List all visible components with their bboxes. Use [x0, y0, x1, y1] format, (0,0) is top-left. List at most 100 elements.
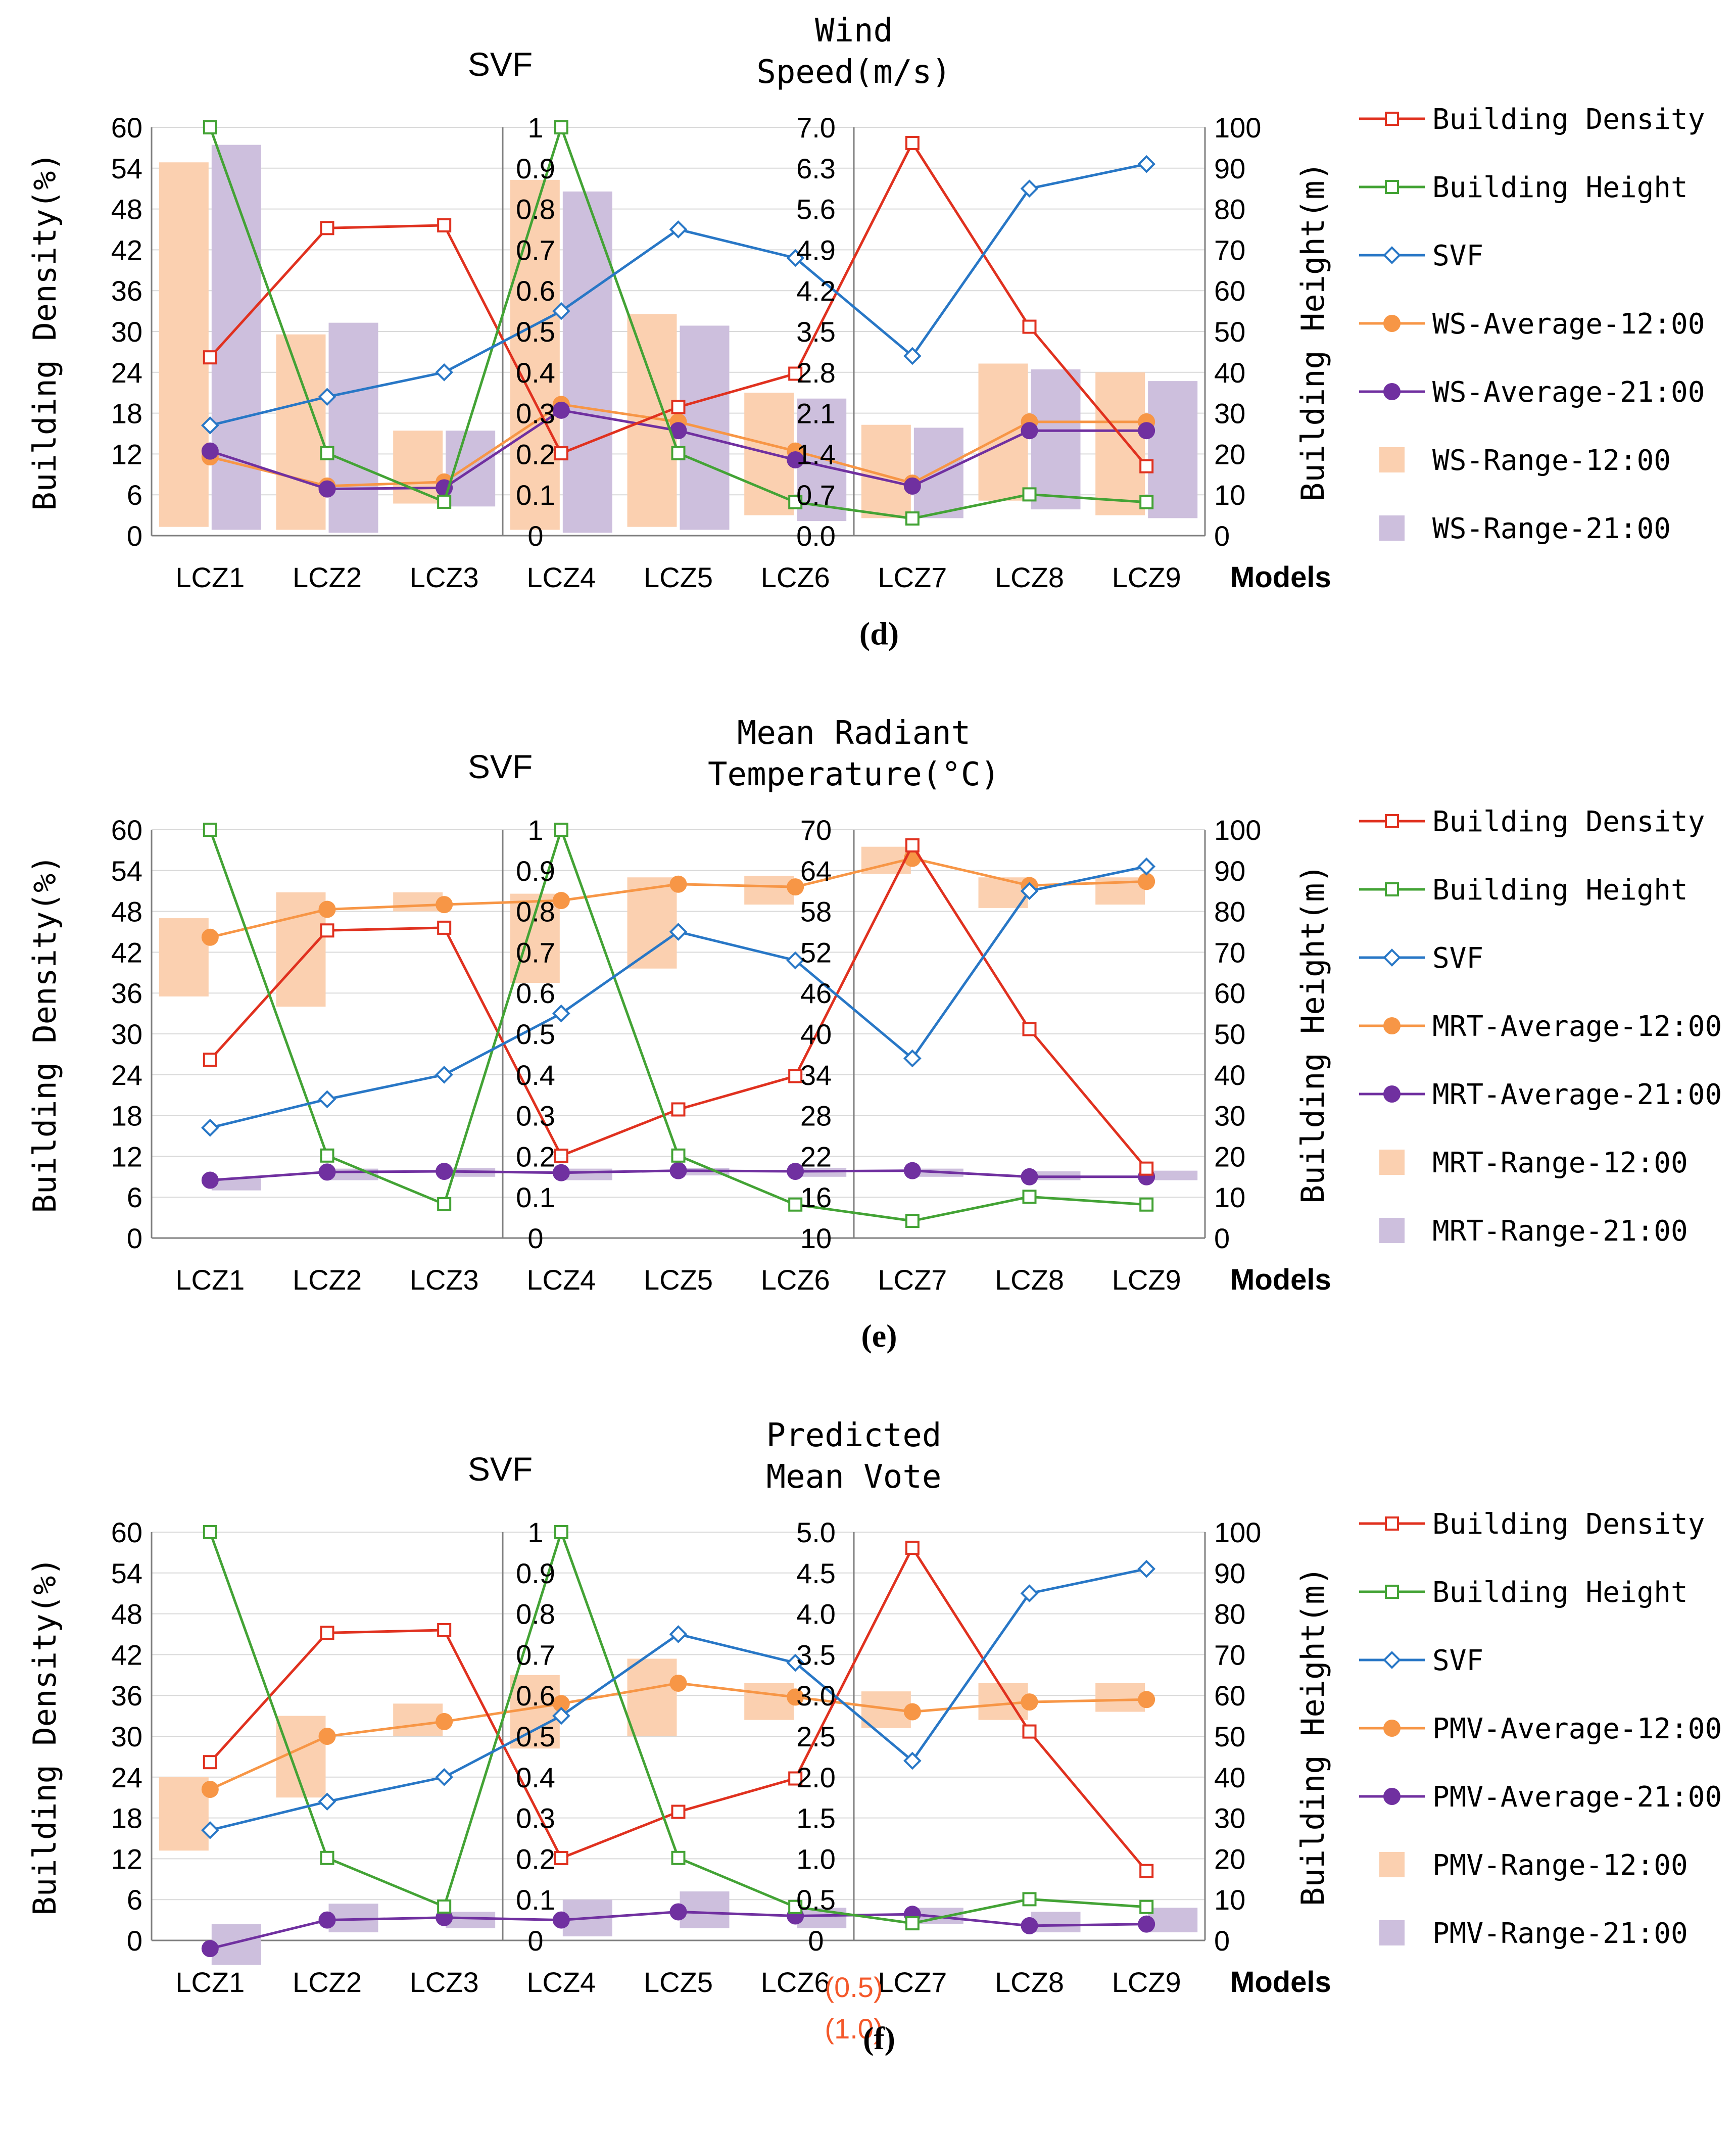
svf-tick-label: 0.5	[516, 1018, 555, 1050]
category-label: LCZ6	[761, 1264, 830, 1296]
svf-point	[669, 923, 688, 941]
bh-tick-label: 90	[1214, 1557, 1245, 1589]
legend-label: PMV-Range-12:00	[1432, 1849, 1688, 1882]
metric-tick-label: 0.5	[796, 1884, 836, 1916]
avg-21-point	[787, 1163, 804, 1180]
avg-21-point	[1021, 1168, 1038, 1185]
metric-tick-label: 0.0	[796, 520, 836, 552]
building-density-point	[437, 1623, 452, 1637]
metric-tick-label: 70	[800, 814, 832, 846]
category-label: LCZ9	[1112, 1264, 1181, 1296]
range-bar-21	[797, 398, 847, 521]
avg-21-point	[552, 1911, 570, 1929]
avg-12-point	[1138, 1691, 1155, 1708]
bd-tick-label: 54	[111, 855, 142, 887]
legend-label: Building Density	[1432, 103, 1705, 136]
metric-tick-label: 22	[800, 1141, 832, 1172]
category-label: LCZ5	[644, 561, 713, 593]
avg-21-point	[669, 1162, 687, 1179]
category-label: LCZ9	[1112, 1966, 1181, 1998]
bh-tick-label: 50	[1214, 1018, 1245, 1050]
range-bar-21	[1148, 381, 1198, 518]
building-height-point	[788, 495, 803, 509]
legend-swatch	[1379, 1852, 1405, 1877]
building-height-point	[671, 1148, 686, 1163]
svf-tick-label: 0.1	[516, 1181, 555, 1213]
svf-tick-label: 0	[527, 1925, 543, 1957]
svf-point	[435, 363, 453, 382]
svf-tick-label: 0.9	[516, 153, 555, 184]
range-bar-12	[393, 892, 443, 912]
bh-tick-label: 10	[1214, 1884, 1245, 1916]
avg-21-point	[436, 1163, 453, 1180]
category-label: LCZ2	[293, 561, 362, 593]
building-density-point	[671, 1804, 686, 1819]
bd-tick-label: 12	[111, 1141, 142, 1172]
building-height-point	[203, 823, 217, 837]
building-height-point	[1139, 1197, 1154, 1212]
building-height-point	[320, 1148, 334, 1163]
bd-tick-label: 60	[111, 814, 142, 846]
bh-tick-label: 60	[1214, 977, 1245, 1009]
svf-tick-label: 0.7	[516, 1639, 555, 1671]
left-axis-title: Building Density(%)	[26, 1557, 63, 1915]
building-density-point	[320, 221, 334, 235]
avg-21-point	[552, 401, 570, 419]
metric-tick-label: 4.5	[796, 1557, 836, 1589]
avg-12-point	[669, 875, 687, 893]
category-label: LCZ8	[995, 1966, 1064, 1998]
category-label: LCZ3	[410, 1966, 479, 1998]
metric-tick-label: 2.8	[796, 357, 836, 389]
bd-tick-label: 48	[111, 896, 142, 928]
legend-marker	[1385, 814, 1399, 828]
legend-label: WS-Average-12:00	[1432, 308, 1705, 341]
metric-tick-label: 2.0	[796, 1762, 836, 1793]
svf-tick-label: 0.8	[516, 1598, 555, 1630]
building-density-point	[203, 1053, 217, 1067]
avg-12-point	[436, 896, 453, 914]
building-density-point	[437, 218, 452, 232]
building-height-point	[1022, 487, 1037, 502]
models-label: Models	[1230, 1966, 1331, 1999]
category-label: LCZ1	[175, 1264, 245, 1296]
bh-tick-label: 30	[1214, 1802, 1245, 1834]
svf-tick-label: 0.8	[516, 896, 555, 928]
metric-tick-label: 52	[800, 936, 832, 968]
avg-21-point	[903, 477, 921, 495]
svf-tick-label: 0.1	[516, 479, 555, 511]
right-axis-title: Building Height(m)	[1294, 864, 1331, 1204]
chart-panel-2: 0 0 0 0 6 0.1 0.5 10 12 0.2 1.0 20 18 0.3 1.5 30 24 0.4 2.…	[26, 1417, 1722, 2056]
panel-label: (e)	[861, 1318, 897, 1354]
avg-12-point	[552, 1695, 570, 1713]
svf-point	[786, 1653, 804, 1672]
svf-point	[435, 1768, 453, 1786]
svf-tick-label: 0.5	[516, 316, 555, 348]
svf-tick-label: 0.6	[516, 275, 555, 307]
category-label: LCZ8	[995, 561, 1064, 593]
avg-12-point	[669, 1674, 687, 1692]
svf-point	[201, 1821, 219, 1839]
metric-tick-label: 16	[800, 1181, 832, 1213]
svf-point	[435, 1065, 453, 1084]
building-height-point	[554, 823, 568, 837]
legend-label: MRT-Range-21:00	[1432, 1215, 1688, 1248]
category-label: LCZ7	[878, 561, 947, 593]
category-label: LCZ5	[644, 1264, 713, 1296]
legend-label: Building Height	[1432, 171, 1688, 204]
bd-tick-label: 42	[111, 936, 142, 968]
range-bar-12	[159, 162, 209, 527]
legend-swatch	[1379, 1150, 1405, 1175]
left-axis-title: Building Density(%)	[26, 152, 63, 510]
bd-tick-label: 24	[111, 1762, 142, 1793]
legend-swatch	[1379, 447, 1405, 472]
metric-axis-title: Mean Radiant	[737, 715, 971, 752]
avg-21-point	[669, 422, 687, 440]
range-bar-21	[328, 322, 378, 533]
range-bar-12	[744, 876, 794, 905]
right-axis-title: Building Height(m)	[1294, 162, 1331, 501]
bd-tick-label: 30	[111, 316, 142, 348]
legend-label: Building Density	[1432, 805, 1705, 838]
bd-tick-label: 0	[127, 520, 142, 552]
svf-point	[903, 347, 922, 365]
